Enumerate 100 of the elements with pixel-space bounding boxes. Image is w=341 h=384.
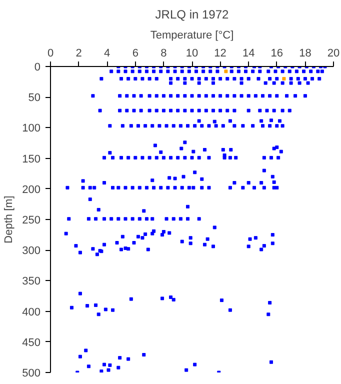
point	[138, 186, 142, 190]
point	[138, 70, 142, 74]
point	[274, 70, 278, 74]
point	[272, 81, 276, 85]
point	[232, 124, 236, 128]
point	[275, 94, 279, 98]
point	[111, 156, 115, 160]
point	[183, 81, 187, 85]
y-tick-label: 500	[22, 368, 41, 380]
point	[67, 217, 71, 221]
point	[102, 217, 106, 221]
point	[262, 156, 266, 160]
point	[110, 217, 114, 221]
point	[241, 124, 245, 128]
point	[207, 186, 211, 190]
point	[276, 156, 280, 160]
point	[211, 108, 215, 112]
point	[148, 108, 152, 112]
point	[218, 76, 222, 80]
point	[148, 156, 152, 160]
point	[158, 124, 162, 128]
point	[194, 70, 198, 74]
point	[173, 186, 177, 190]
point	[208, 70, 212, 74]
x-tick-label: 14	[242, 48, 255, 60]
point	[266, 70, 270, 74]
point	[176, 156, 180, 160]
point	[207, 124, 211, 128]
point	[144, 70, 148, 74]
point	[190, 108, 194, 112]
point	[228, 156, 232, 160]
point	[132, 108, 136, 112]
point	[275, 186, 279, 190]
point	[166, 70, 170, 74]
point	[132, 94, 136, 98]
point	[164, 217, 168, 221]
point	[190, 156, 194, 160]
point	[280, 70, 284, 74]
point	[232, 76, 236, 80]
y-tick-label: 100	[22, 122, 41, 135]
point	[120, 124, 124, 128]
point	[226, 94, 230, 98]
point	[294, 94, 298, 98]
point	[246, 108, 250, 112]
point	[193, 124, 197, 128]
point	[197, 156, 201, 160]
point	[275, 124, 279, 128]
point	[269, 156, 273, 160]
point	[211, 81, 215, 85]
point	[264, 81, 268, 85]
point	[244, 70, 248, 74]
point	[126, 156, 130, 160]
point	[246, 76, 250, 80]
point	[100, 76, 104, 80]
y-tick-label: 350	[22, 276, 41, 288]
point	[224, 70, 228, 74]
point	[272, 108, 276, 112]
point	[211, 94, 215, 98]
point	[214, 124, 218, 128]
point	[139, 94, 143, 98]
point	[246, 94, 250, 98]
point	[134, 156, 138, 160]
chart-title: JRLQ in 1972	[155, 8, 230, 22]
point	[150, 124, 154, 128]
y-tick-label: 150	[22, 153, 41, 166]
point	[258, 108, 262, 112]
x-tick-label: 0	[47, 48, 54, 60]
point	[192, 186, 196, 190]
point	[320, 70, 324, 74]
point	[197, 108, 201, 112]
point	[197, 81, 201, 85]
point	[110, 70, 114, 74]
point	[159, 70, 163, 74]
point	[148, 94, 152, 98]
point	[289, 81, 293, 85]
point	[91, 94, 95, 98]
point	[154, 76, 158, 80]
point	[130, 186, 134, 190]
point	[197, 94, 201, 98]
point	[309, 70, 313, 74]
point	[139, 108, 143, 112]
point	[178, 124, 182, 128]
point	[150, 217, 154, 221]
point	[316, 70, 320, 74]
point	[289, 76, 293, 80]
x-tick-label: 18	[299, 48, 312, 60]
point	[288, 70, 292, 74]
point	[262, 186, 266, 190]
point	[120, 76, 123, 80]
point	[169, 94, 173, 98]
point	[118, 94, 122, 98]
point	[172, 217, 176, 221]
x-tick-label: 4	[104, 48, 110, 60]
point	[144, 217, 148, 221]
point	[125, 94, 129, 98]
point	[183, 76, 187, 80]
point	[202, 70, 206, 74]
point	[285, 94, 289, 98]
point	[136, 124, 140, 128]
y-tick-label: 0	[34, 62, 41, 74]
